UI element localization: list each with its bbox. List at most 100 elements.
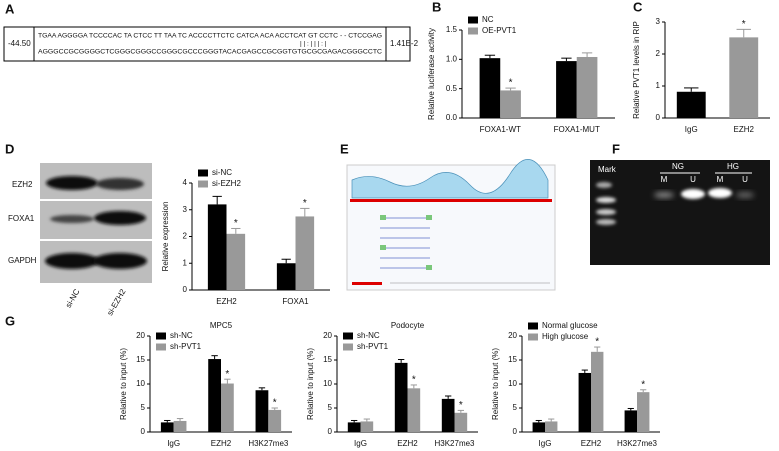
- legend-label: NC: [482, 15, 494, 24]
- bar: [347, 422, 361, 432]
- x-tick-label: EZH2: [581, 439, 602, 448]
- legend-swatch: [198, 169, 208, 177]
- significance: *: [595, 337, 599, 348]
- p-value: 1.41E-2: [390, 39, 419, 48]
- gel-image: [590, 160, 770, 265]
- sequence-box: [3, 26, 411, 62]
- legend-swatch: [343, 332, 353, 340]
- bar: [441, 398, 455, 432]
- blot-lane-label: si-EZH2: [105, 287, 128, 317]
- bar: [578, 372, 591, 432]
- bar: [173, 420, 187, 432]
- y-axis-label: Relative luciferase activity: [427, 28, 436, 120]
- western-blot: [40, 163, 152, 283]
- x-tick-label: EZH2: [397, 439, 418, 448]
- bar: [556, 61, 577, 118]
- y-tick-label: 10: [323, 379, 332, 388]
- legend-label: si-NC: [212, 168, 232, 177]
- legend-label: Normal glucose: [542, 321, 598, 330]
- x-tick-label: EZH2: [734, 125, 755, 134]
- bar: [295, 216, 315, 290]
- significance: *: [303, 198, 307, 209]
- y-tick-label: 0.0: [446, 113, 458, 122]
- y-tick-label: 5: [328, 403, 333, 412]
- bar: [545, 421, 558, 432]
- bar: [407, 388, 421, 432]
- y-tick-label: 0: [183, 285, 188, 294]
- y-tick-label: 5: [141, 403, 146, 412]
- legend-swatch: [198, 180, 208, 188]
- bar: [454, 412, 468, 432]
- bar: [576, 56, 598, 118]
- x-tick-label: IgG: [354, 439, 367, 448]
- panel-label: B: [432, 0, 441, 14]
- bar: [221, 383, 234, 432]
- y-tick-label: 3: [183, 205, 188, 214]
- y-tick-label: 15: [323, 355, 332, 364]
- significance: *: [273, 398, 277, 409]
- y-tick-label: 1.0: [446, 54, 458, 63]
- y-tick-label: 0: [656, 113, 661, 122]
- legend-label: sh-PVT1: [357, 342, 389, 351]
- y-tick-label: 20: [508, 331, 517, 340]
- bar: [160, 422, 174, 432]
- bar: [255, 390, 269, 432]
- panel-label: D: [5, 141, 14, 156]
- legend-swatch: [468, 27, 478, 35]
- blot-row-label: FOXA1: [8, 214, 35, 223]
- significance: *: [509, 78, 513, 89]
- y-axis-label: Relative to input (%): [306, 348, 315, 420]
- bar: [676, 91, 706, 118]
- panel-label: A: [5, 1, 15, 16]
- gel-lane-label: U: [742, 175, 748, 184]
- significance: *: [234, 218, 238, 229]
- significance: *: [412, 375, 416, 386]
- bar: [591, 351, 604, 432]
- bar: [276, 263, 296, 290]
- y-tick-label: 10: [508, 379, 517, 388]
- x-tick-label: EZH2: [216, 297, 237, 306]
- sequence-bottom: AGGGCCGCGGGGCTCGGGCGGGCCGGGCGCCCGGGTACAC…: [38, 49, 382, 56]
- y-axis-label: Relative PVT1 levels in RIP: [632, 21, 641, 119]
- x-tick-label: FOXA1-WT: [480, 125, 521, 134]
- x-tick-label: H3K27me3: [434, 439, 475, 448]
- legend-label: OE-PVT1: [482, 26, 517, 35]
- bar: [226, 233, 246, 290]
- bar: [624, 410, 637, 432]
- bar: [268, 409, 282, 432]
- x-tick-label: FOXA1: [282, 297, 309, 306]
- bar: [208, 359, 221, 432]
- y-tick-label: 1: [656, 81, 661, 90]
- significance: *: [225, 369, 229, 380]
- gel-lane-label: M: [717, 175, 724, 184]
- chart-title: Podocyte: [391, 321, 425, 330]
- x-tick-label: IgG: [167, 439, 180, 448]
- panel-label: F: [612, 141, 620, 156]
- legend-label: sh-NC: [357, 331, 380, 340]
- bar: [729, 37, 759, 118]
- sequence-top: TGAA AGGGGA TCCCCAC TA CTCC TT TAA TC AC…: [38, 33, 382, 40]
- x-tick-label: EZH2: [211, 439, 232, 448]
- gel-lane-label: M: [661, 175, 668, 184]
- y-tick-label: 2: [656, 49, 661, 58]
- gel-group-label: NG: [672, 162, 684, 171]
- x-tick-label: IgG: [539, 439, 552, 448]
- blot-row-label: EZH2: [12, 180, 33, 189]
- y-axis-label: Relative to input (%): [491, 348, 500, 420]
- x-tick-label: H3K27me3: [248, 439, 289, 448]
- y-tick-label: 1.5: [446, 25, 458, 34]
- bar: [479, 58, 501, 118]
- legend-label: sh-NC: [170, 331, 193, 340]
- x-tick-label: H3K27me3: [617, 439, 658, 448]
- y-tick-label: 4: [183, 178, 188, 187]
- gel-marker-label: Mark: [598, 165, 617, 174]
- x-tick-label: IgG: [685, 125, 698, 134]
- y-tick-label: 15: [136, 355, 145, 364]
- significance: *: [459, 400, 463, 411]
- y-tick-label: 0: [328, 427, 333, 436]
- significance: *: [742, 19, 746, 30]
- panel-label: G: [5, 313, 15, 328]
- legend-swatch: [528, 322, 538, 330]
- y-tick-label: 3: [656, 17, 661, 26]
